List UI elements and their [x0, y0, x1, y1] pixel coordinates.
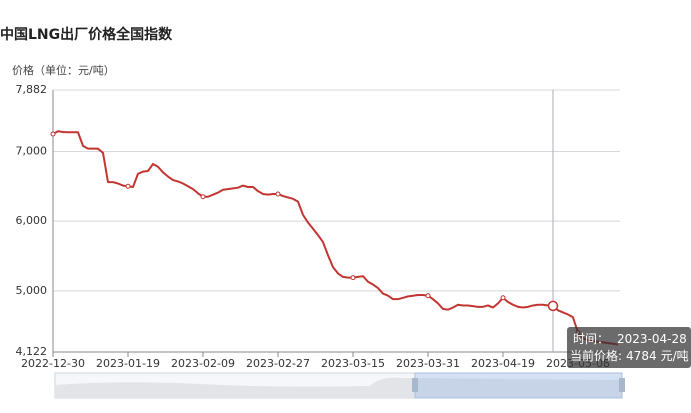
- zoom-selection[interactable]: [414, 372, 623, 399]
- point: [425, 293, 431, 299]
- tooltip-price-unit: 元/吨: [661, 349, 689, 363]
- tooltip-time-value: 2023-04-28: [617, 332, 687, 346]
- point: [200, 194, 206, 200]
- point: [350, 275, 356, 281]
- y-tick-label: 7,000: [16, 144, 48, 157]
- tooltip-box: [567, 327, 691, 368]
- point: [125, 183, 131, 189]
- tooltip-price: 当前价格: 4784 元/吨: [570, 348, 689, 363]
- x-tick-label: 2023-02-09: [171, 357, 235, 370]
- y-tick-label: 7,882: [16, 83, 48, 96]
- zoom-preview: [55, 377, 622, 398]
- data-zoom[interactable]: [54, 372, 625, 399]
- x-tick-label: 2023-03-31: [396, 357, 460, 370]
- zoom-handle[interactable]: [619, 378, 625, 392]
- x-tick-label: 2023-04-19: [471, 357, 535, 370]
- y-tick-label: 4,122: [16, 345, 48, 358]
- x-tick-label: 2023-03-15: [321, 357, 385, 370]
- highlight-point: [547, 300, 559, 312]
- point: [275, 191, 281, 197]
- x-tick-label: 2023-01-19: [96, 357, 160, 370]
- y-axis-label: 价格（单位：元/吨）: [12, 63, 115, 77]
- x-tick-label: 2022-12-30: [21, 357, 85, 370]
- zoom-handle[interactable]: [412, 378, 418, 392]
- y-tick-label: 6,000: [16, 214, 48, 227]
- tooltip-price-label: 当前价格:: [570, 348, 622, 363]
- chart-title: 中国LNG出厂价格全国指数: [0, 26, 173, 43]
- y-tick-label: 5,000: [16, 284, 48, 297]
- tooltip: 时间： 2023-04-28 当前价格: 4784 元/吨: [567, 327, 691, 368]
- line: [52, 130, 619, 346]
- point: [50, 131, 56, 137]
- x-tick-label: 2023-02-27: [246, 357, 310, 370]
- tooltip-price-value: 4784: [626, 349, 657, 363]
- point: [500, 295, 506, 301]
- tooltip-time-label: 时间：: [573, 332, 609, 346]
- tooltip-time: 时间： 2023-04-28: [573, 332, 687, 346]
